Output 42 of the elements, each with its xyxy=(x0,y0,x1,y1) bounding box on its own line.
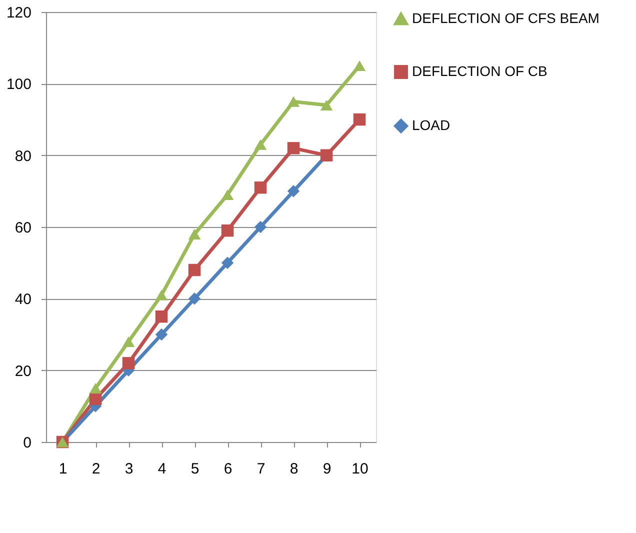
point xyxy=(89,382,102,394)
point xyxy=(188,292,201,305)
point xyxy=(221,224,234,237)
y-tick-label: 20 xyxy=(14,362,32,380)
x-tick-label: 7 xyxy=(256,460,266,478)
x-tick-label: 5 xyxy=(190,460,200,478)
point xyxy=(320,100,333,110)
point xyxy=(155,310,168,323)
legend-label: LOAD xyxy=(412,117,450,133)
y-tick-label: 40 xyxy=(14,291,32,308)
x-tick-label: 8 xyxy=(290,460,298,478)
x-tick-label: 2 xyxy=(92,460,100,478)
point xyxy=(287,185,300,198)
y-tick-label: 120 xyxy=(6,4,32,22)
y-tick-label: 0 xyxy=(23,434,32,452)
point xyxy=(353,113,366,126)
y-tick-label: 100 xyxy=(6,76,32,94)
y-tick-label: 80 xyxy=(14,148,32,165)
point xyxy=(254,220,267,234)
x-tick-label: 9 xyxy=(322,460,332,478)
x-tick-label: 6 xyxy=(224,460,232,478)
point xyxy=(188,228,201,240)
legend-label: DEFLECTION OF CFS BEAM xyxy=(412,10,600,26)
point xyxy=(122,336,135,347)
point xyxy=(287,142,300,154)
point xyxy=(353,60,366,72)
point xyxy=(155,290,168,300)
legend-label: DEFLECTION OF CB xyxy=(412,63,548,79)
point xyxy=(254,181,267,194)
point xyxy=(221,256,234,269)
x-tick-label: 10 xyxy=(352,460,368,478)
x-tick-label: 4 xyxy=(158,460,166,478)
point xyxy=(221,189,234,200)
point xyxy=(254,139,267,150)
point xyxy=(89,392,102,406)
point xyxy=(188,264,201,276)
point xyxy=(122,357,135,370)
x-tick-label: 3 xyxy=(124,460,134,478)
point xyxy=(155,328,168,341)
point xyxy=(287,96,300,107)
x-tick-label: 1 xyxy=(58,460,68,478)
y-tick-label: 60 xyxy=(14,220,32,236)
